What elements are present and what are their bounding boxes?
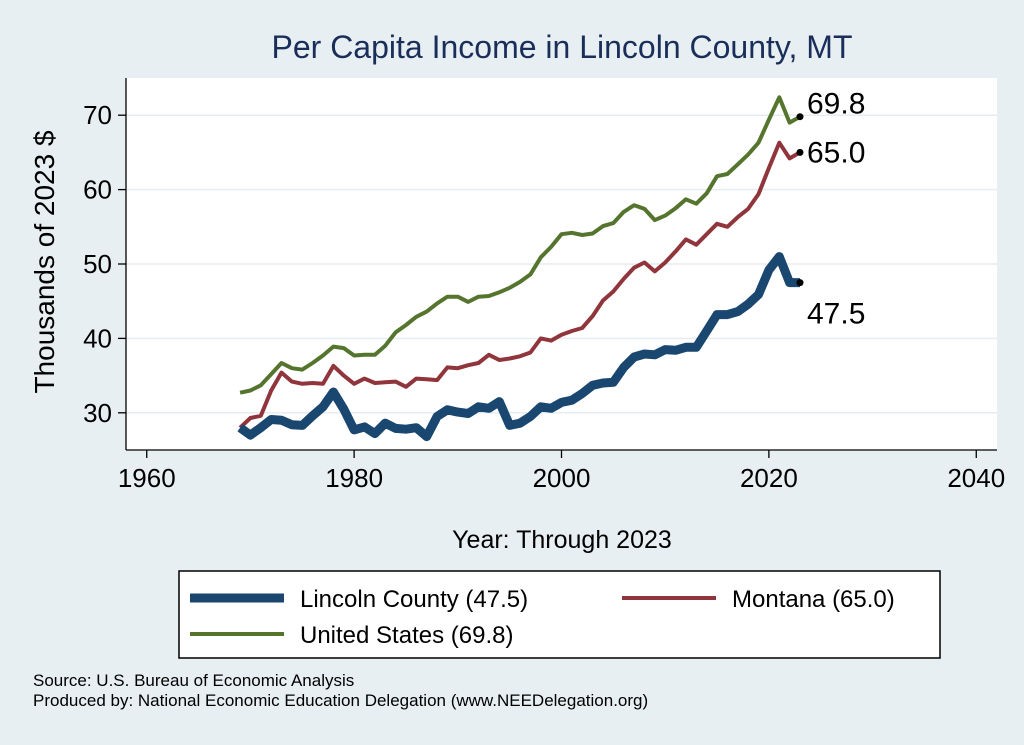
end-labels: 47.5 65.0 69.8 [796, 88, 865, 331]
axes: 30 40 50 60 70 1960 1980 2000 2020 2040 [83, 78, 1005, 493]
series-line-lincoln-county [237, 252, 800, 442]
end-label: 65.0 [807, 136, 865, 169]
legend: Lincoln County (47.5) Montana (65.0) Unite… [178, 570, 941, 659]
end-marker [796, 148, 804, 156]
chart-title: Per Capita Income in Lincoln County, MT [272, 29, 853, 65]
end-marker [796, 113, 804, 121]
series-line-united-states [239, 95, 801, 395]
legend-label: United States (69.8) [300, 622, 513, 649]
y-tick-label: 50 [83, 249, 112, 279]
x-tick-label: 1960 [118, 463, 176, 493]
x-axis-label: Year: Through 2023 [452, 526, 672, 554]
end-label: 69.8 [807, 88, 865, 121]
gridlines [126, 114, 997, 414]
legend-label: Lincoln County (47.5) [300, 586, 528, 613]
end-label: 47.5 [807, 298, 865, 331]
series-group [237, 95, 801, 442]
y-tick-label: 40 [83, 323, 112, 353]
x-tick-label: 2040 [947, 463, 1005, 493]
y-tick-label: 70 [83, 100, 112, 130]
legend-label: Montana (65.0) [732, 586, 895, 613]
end-marker [796, 279, 804, 287]
legend-box [178, 570, 941, 659]
producer-note: Produced by: National Economic Education… [33, 691, 649, 710]
y-tick-label: 60 [83, 175, 112, 205]
y-axis-label: Thousands of 2023 $ [29, 130, 60, 394]
y-tick-label: 30 [83, 398, 112, 428]
source-note: Source: U.S. Bureau of Economic Analysis [33, 671, 355, 690]
x-tick-label: 2000 [533, 463, 591, 493]
x-tick-label: 1980 [325, 463, 383, 493]
x-tick-label: 2020 [740, 463, 798, 493]
series-line-montana [238, 140, 801, 430]
